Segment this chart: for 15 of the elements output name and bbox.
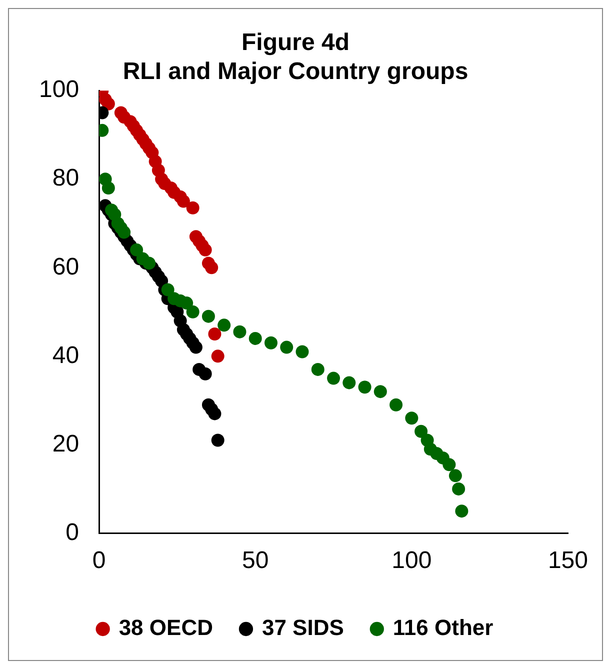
y-tick-label: 80 xyxy=(52,164,80,192)
y-tick-label: 0 xyxy=(66,518,80,546)
chart-subtitle: RLI and Major Country groups xyxy=(122,58,468,85)
x-tick-label: 100 xyxy=(392,547,432,574)
y-tick-label: 40 xyxy=(52,342,80,369)
x-tick-label: 50 xyxy=(242,547,269,574)
chart-title: Figure 4d xyxy=(241,29,350,56)
y-tick-label: 100 xyxy=(38,76,80,104)
y-tick-label: 20 xyxy=(52,430,80,458)
legend-label: 38 OECD xyxy=(118,615,213,640)
x-tick-label: 0 xyxy=(92,547,106,574)
x-tick-label: 150 xyxy=(548,547,588,574)
legend-label: 37 SIDS xyxy=(262,615,344,640)
y-tick-label: 60 xyxy=(52,253,80,280)
legend-label: 116 Other xyxy=(392,615,494,640)
